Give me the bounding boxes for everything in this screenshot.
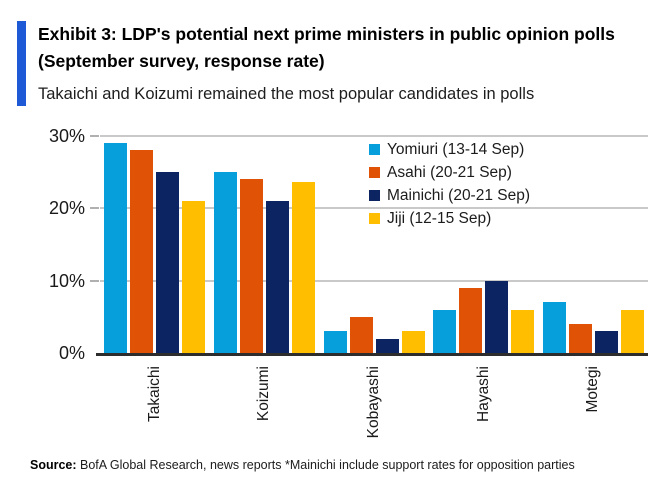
legend-label: Yomiuri (13-14 Sep) bbox=[387, 140, 525, 158]
legend-item-asahi: Asahi (20-21 Sep) bbox=[369, 161, 530, 184]
source-text: BofA Global Research, news reports *Main… bbox=[76, 458, 575, 472]
legend: Yomiuri (13-14 Sep) Asahi (20-21 Sep) Main… bbox=[369, 138, 530, 230]
legend-label: Mainichi (20-21 Sep) bbox=[387, 186, 531, 204]
bar-hayashi-asahi bbox=[459, 287, 483, 353]
bar-motegi-mainichi bbox=[594, 331, 618, 353]
bar-motegi-jiji bbox=[620, 309, 644, 353]
bar-takaichi-jiji bbox=[182, 201, 206, 353]
gridline-10 bbox=[100, 279, 648, 282]
legend-label: Asahi (20-21 Sep) bbox=[387, 163, 512, 181]
x-axis-label-kobayashi: Kobayashi bbox=[365, 366, 382, 439]
exhibit-title: Exhibit 3: LDP's potential next prime mi… bbox=[38, 24, 615, 71]
x-axis-line bbox=[96, 353, 648, 356]
bar-takaichi-mainichi bbox=[156, 172, 180, 353]
title-accent-bar bbox=[17, 21, 26, 106]
x-axis-label-takaichi: Takaichi bbox=[145, 366, 163, 422]
legend-swatch-icon bbox=[369, 213, 380, 224]
y-tick-10 bbox=[90, 279, 99, 282]
bar-hayashi-mainichi bbox=[485, 280, 509, 353]
legend-item-mainichi: Mainichi (20-21 Sep) bbox=[369, 184, 530, 207]
bar-kobayashi-mainichi bbox=[375, 338, 399, 353]
y-axis-label-20: 20% bbox=[48, 198, 85, 219]
y-axis-label-30: 30% bbox=[48, 126, 85, 146]
bar-takaichi-asahi bbox=[130, 150, 154, 353]
gridline-30 bbox=[100, 135, 648, 137]
bar-koizumi-jiji bbox=[291, 181, 315, 353]
legend-item-jiji: Jiji (12-15 Sep) bbox=[369, 207, 530, 230]
bar-hayashi-yomiuri bbox=[433, 309, 457, 353]
exhibit-subtitle: Takaichi and Koizumi remained the most p… bbox=[38, 85, 535, 103]
x-axis-label-koizumi: Koizumi bbox=[255, 366, 273, 422]
y-tick-30 bbox=[90, 135, 99, 137]
source-note: Source: BofA Global Research, news repor… bbox=[30, 458, 655, 472]
x-axis-label-hayashi: Hayashi bbox=[474, 366, 492, 422]
legend-swatch-icon bbox=[369, 144, 380, 155]
bar-chart-plot-area: Yomiuri (13-14 Sep) Asahi (20-21 Sep) Main… bbox=[96, 135, 648, 356]
y-axis-label-10: 10% bbox=[48, 270, 85, 291]
y-axis-label-0: 0% bbox=[58, 343, 85, 363]
bar-motegi-asahi bbox=[568, 324, 592, 353]
bar-koizumi-asahi bbox=[239, 179, 263, 353]
gridline-20 bbox=[100, 207, 648, 210]
bar-takaichi-yomiuri bbox=[104, 143, 128, 353]
legend-swatch-icon bbox=[369, 190, 380, 201]
bar-kobayashi-jiji bbox=[401, 331, 425, 353]
legend-item-yomiuri: Yomiuri (13-14 Sep) bbox=[369, 138, 530, 161]
bar-motegi-yomiuri bbox=[542, 302, 566, 353]
bar-hayashi-jiji bbox=[511, 309, 535, 353]
source-label: Source: bbox=[30, 458, 77, 472]
legend-label: Jiji (12-15 Sep) bbox=[387, 209, 492, 227]
bar-koizumi-mainichi bbox=[265, 201, 289, 353]
bar-kobayashi-yomiuri bbox=[323, 331, 347, 353]
legend-swatch-icon bbox=[369, 167, 380, 178]
y-tick-20 bbox=[90, 207, 99, 210]
bar-koizumi-yomiuri bbox=[213, 172, 237, 353]
bar-kobayashi-asahi bbox=[349, 316, 373, 353]
x-axis-label-motegi: Motegi bbox=[584, 366, 602, 413]
